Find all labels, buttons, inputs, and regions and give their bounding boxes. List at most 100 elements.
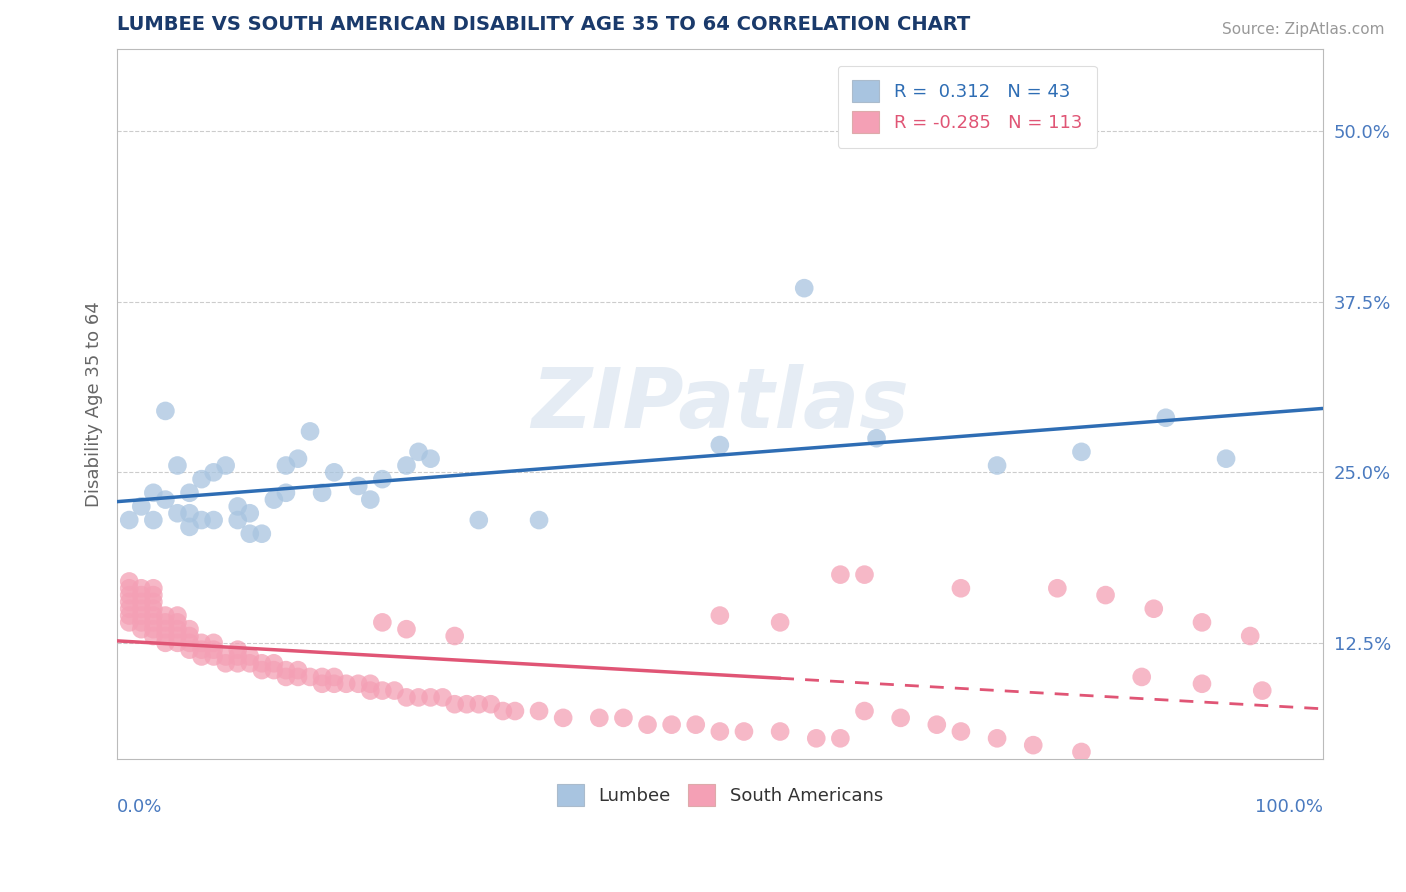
Point	[166, 506, 188, 520]
Point	[347, 677, 370, 691]
Point	[142, 615, 165, 630]
Point	[443, 629, 465, 643]
Point	[709, 608, 731, 623]
Point	[129, 500, 152, 514]
Point	[527, 513, 550, 527]
Point	[179, 520, 201, 534]
Point	[155, 636, 177, 650]
Point	[299, 425, 322, 439]
Point	[166, 636, 188, 650]
Point	[274, 663, 297, 677]
Point	[853, 567, 876, 582]
Point	[1094, 588, 1116, 602]
Text: Source: ZipAtlas.com: Source: ZipAtlas.com	[1222, 22, 1385, 37]
Point	[359, 677, 381, 691]
Point	[311, 670, 333, 684]
Point	[419, 451, 441, 466]
Point	[142, 588, 165, 602]
Point	[612, 711, 634, 725]
Point	[949, 724, 972, 739]
Point	[853, 704, 876, 718]
Point	[142, 608, 165, 623]
Point	[142, 485, 165, 500]
Point	[202, 466, 225, 480]
Point	[443, 697, 465, 711]
Point	[190, 642, 212, 657]
Point	[118, 581, 141, 595]
Text: 100.0%: 100.0%	[1254, 797, 1323, 816]
Point	[226, 513, 249, 527]
Point	[129, 595, 152, 609]
Point	[142, 513, 165, 527]
Point	[479, 697, 502, 711]
Point	[226, 500, 249, 514]
Point	[1070, 445, 1092, 459]
Point	[118, 615, 141, 630]
Point	[179, 485, 201, 500]
Point	[347, 479, 370, 493]
Point	[1154, 410, 1177, 425]
Point	[142, 629, 165, 643]
Point	[239, 506, 262, 520]
Point	[299, 670, 322, 684]
Point	[250, 657, 273, 671]
Point	[1251, 683, 1274, 698]
Point	[685, 717, 707, 731]
Point	[311, 677, 333, 691]
Y-axis label: Disability Age 35 to 64: Disability Age 35 to 64	[86, 301, 103, 507]
Point	[359, 683, 381, 698]
Point	[155, 492, 177, 507]
Point	[166, 622, 188, 636]
Point	[129, 622, 152, 636]
Point	[274, 485, 297, 500]
Point	[371, 683, 394, 698]
Point	[986, 458, 1008, 473]
Legend: Lumbee, South Americans: Lumbee, South Americans	[550, 777, 890, 814]
Point	[335, 677, 357, 691]
Point	[118, 588, 141, 602]
Point	[239, 649, 262, 664]
Point	[118, 608, 141, 623]
Point	[118, 574, 141, 589]
Point	[179, 636, 201, 650]
Point	[468, 513, 491, 527]
Point	[155, 404, 177, 418]
Point	[1191, 677, 1213, 691]
Point	[129, 588, 152, 602]
Point	[202, 513, 225, 527]
Point	[492, 704, 515, 718]
Point	[709, 438, 731, 452]
Point	[179, 629, 201, 643]
Point	[661, 717, 683, 731]
Point	[190, 636, 212, 650]
Text: 0.0%: 0.0%	[117, 797, 163, 816]
Point	[142, 595, 165, 609]
Point	[1239, 629, 1261, 643]
Point	[263, 663, 285, 677]
Point	[215, 657, 238, 671]
Point	[215, 458, 238, 473]
Point	[155, 608, 177, 623]
Point	[709, 724, 731, 739]
Point	[769, 724, 792, 739]
Point	[986, 731, 1008, 746]
Point	[155, 615, 177, 630]
Point	[925, 717, 948, 731]
Point	[250, 663, 273, 677]
Point	[118, 595, 141, 609]
Point	[239, 526, 262, 541]
Point	[190, 472, 212, 486]
Point	[287, 663, 309, 677]
Point	[793, 281, 815, 295]
Point	[1130, 670, 1153, 684]
Point	[371, 472, 394, 486]
Point	[190, 649, 212, 664]
Point	[432, 690, 454, 705]
Point	[274, 670, 297, 684]
Point	[1215, 451, 1237, 466]
Point	[865, 431, 887, 445]
Point	[769, 615, 792, 630]
Point	[323, 677, 346, 691]
Point	[503, 704, 526, 718]
Point	[215, 649, 238, 664]
